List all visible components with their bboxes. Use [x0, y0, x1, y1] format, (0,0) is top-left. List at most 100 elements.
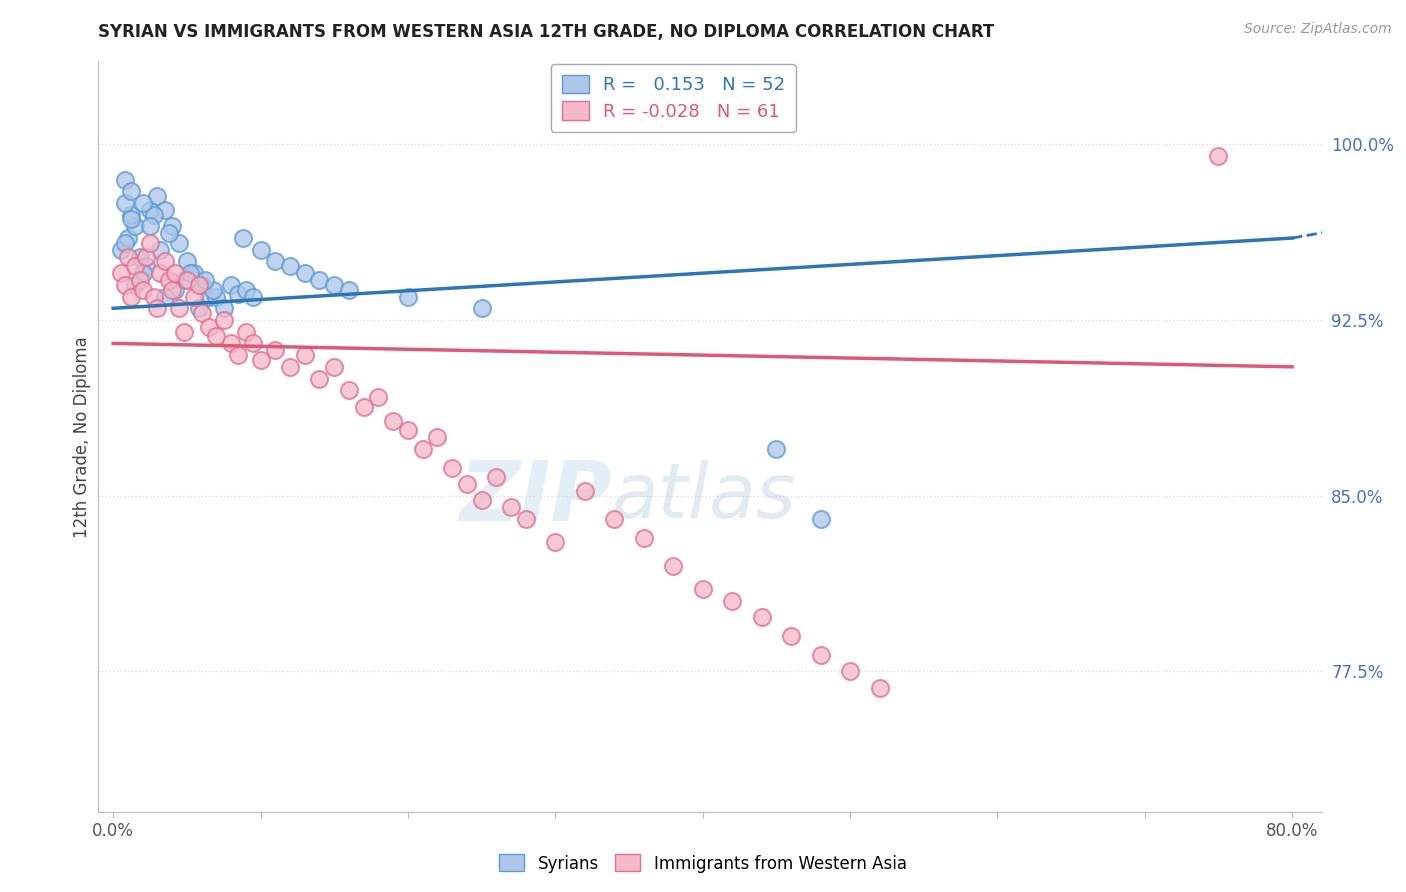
- Point: [135, 259, 157, 273]
- Point: [278, 259, 301, 273]
- Point: [131, 266, 153, 280]
- Point: [190, 277, 212, 292]
- Point: [165, 266, 187, 280]
- Point: [143, 289, 166, 303]
- Point: [249, 243, 271, 257]
- Point: [131, 283, 153, 297]
- Point: [120, 184, 142, 198]
- Point: [264, 254, 287, 268]
- Point: [294, 348, 316, 362]
- Point: [278, 359, 301, 374]
- Point: [219, 336, 242, 351]
- Point: [1208, 149, 1230, 163]
- Point: [780, 629, 803, 643]
- Point: [574, 483, 596, 498]
- Point: [146, 189, 169, 203]
- Point: [120, 208, 142, 222]
- Point: [426, 430, 449, 444]
- Legend: Syrians, Immigrants from Western Asia: Syrians, Immigrants from Western Asia: [492, 847, 914, 880]
- Point: [721, 594, 744, 608]
- Point: [751, 610, 773, 624]
- Point: [114, 277, 136, 292]
- Text: atlas: atlas: [612, 460, 797, 534]
- Point: [165, 283, 187, 297]
- Point: [153, 289, 176, 303]
- Point: [456, 476, 478, 491]
- Point: [114, 195, 136, 210]
- Point: [396, 289, 419, 303]
- Point: [143, 208, 166, 222]
- Point: [131, 195, 153, 210]
- Point: [544, 535, 567, 549]
- Point: [515, 512, 537, 526]
- Point: [308, 273, 330, 287]
- Point: [308, 371, 330, 385]
- Point: [396, 423, 419, 437]
- Point: [179, 266, 201, 280]
- Point: [323, 277, 346, 292]
- Point: [117, 250, 139, 264]
- Point: [242, 336, 264, 351]
- Point: [337, 383, 360, 397]
- Point: [353, 400, 375, 414]
- Point: [149, 243, 172, 257]
- Point: [232, 231, 254, 245]
- Point: [337, 283, 360, 297]
- Point: [139, 202, 162, 217]
- Point: [169, 301, 191, 316]
- Point: [810, 512, 832, 526]
- Point: [323, 359, 346, 374]
- Point: [187, 277, 209, 292]
- Point: [839, 664, 862, 678]
- Point: [202, 283, 225, 297]
- Point: [124, 277, 146, 292]
- Point: [228, 287, 250, 301]
- Point: [120, 289, 142, 303]
- Point: [205, 289, 228, 303]
- Point: [294, 266, 316, 280]
- Point: [169, 235, 191, 250]
- Point: [139, 235, 162, 250]
- Point: [603, 512, 626, 526]
- Point: [128, 250, 150, 264]
- Legend: R =   0.153   N = 52, R = -0.028   N = 61: R = 0.153 N = 52, R = -0.028 N = 61: [551, 64, 796, 131]
- Point: [124, 219, 146, 234]
- Point: [228, 348, 250, 362]
- Point: [120, 212, 142, 227]
- Point: [114, 172, 136, 186]
- Point: [157, 273, 180, 287]
- Point: [212, 313, 235, 327]
- Point: [146, 301, 169, 316]
- Point: [412, 442, 434, 456]
- Point: [441, 460, 464, 475]
- Point: [157, 227, 180, 241]
- Point: [114, 235, 136, 250]
- Point: [193, 273, 215, 287]
- Y-axis label: 12th Grade, No Diploma: 12th Grade, No Diploma: [73, 336, 91, 538]
- Point: [471, 301, 494, 316]
- Point: [173, 273, 195, 287]
- Point: [153, 202, 176, 217]
- Point: [190, 306, 212, 320]
- Point: [176, 254, 198, 268]
- Point: [160, 219, 183, 234]
- Point: [382, 414, 405, 428]
- Point: [128, 273, 150, 287]
- Point: [242, 289, 264, 303]
- Point: [205, 329, 228, 343]
- Text: Source: ZipAtlas.com: Source: ZipAtlas.com: [1244, 22, 1392, 37]
- Point: [198, 320, 221, 334]
- Point: [173, 325, 195, 339]
- Point: [471, 493, 494, 508]
- Point: [153, 254, 176, 268]
- Point: [176, 273, 198, 287]
- Point: [249, 352, 271, 367]
- Point: [662, 558, 685, 573]
- Point: [187, 301, 209, 316]
- Point: [110, 243, 132, 257]
- Point: [124, 259, 146, 273]
- Point: [212, 301, 235, 316]
- Point: [135, 250, 157, 264]
- Point: [149, 266, 172, 280]
- Point: [160, 283, 183, 297]
